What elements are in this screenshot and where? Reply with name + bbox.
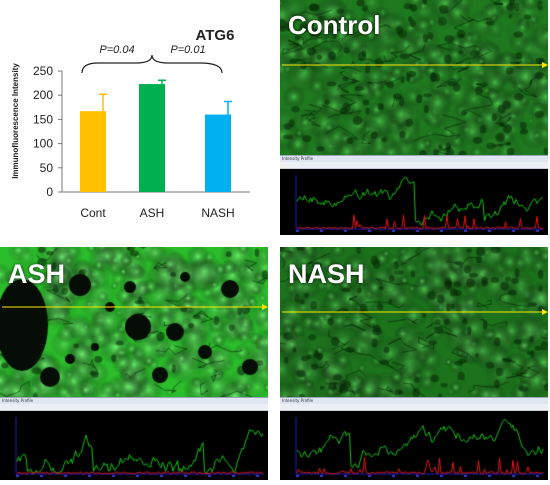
scan-line [282,62,548,68]
ash-profile-plot [0,411,268,480]
nash-micrograph [280,247,548,397]
profile-toolbar [0,404,268,411]
control-micrograph [280,0,548,155]
bar-cont [80,111,106,192]
y-tick-label: 200 [33,88,53,102]
bar-nash [205,114,231,192]
control-intensity-profile: Intensity Profile [280,155,548,235]
y-tick-label: 150 [33,112,53,126]
ash-label: ASH [8,259,66,289]
y-tick-label: 0 [46,185,53,199]
y-axis-label: Immunofluorescence Intensity [11,63,20,179]
nash-panel: NASH Intensity Profile [280,247,548,480]
x-tick-label: Cont [80,206,106,220]
p-value-cont-ash: P=0.04 [99,44,134,56]
control-profile-plot [280,169,548,235]
significance-bracket-left [81,54,223,74]
bar-ash [139,84,165,192]
p-value-ash-nash: P=0.01 [170,44,205,56]
profile-window-title: Intensity Profile [280,156,548,162]
atg6-bar-chart: ATG6 Immunofluorescence Intensity 0 50 100… [11,27,250,220]
y-tick-label: 50 [40,161,54,175]
profile-toolbar [280,404,548,411]
ash-intensity-profile: Intensity Profile [0,397,268,480]
scan-line [2,304,268,310]
nash-profile-plot [280,411,548,480]
y-tick-label: 250 [33,64,53,78]
x-tick-label: ASH [140,206,165,220]
ash-micrograph [0,247,268,397]
error-bar-ash [158,79,166,85]
scan-line [282,309,548,315]
ash-panel: ASH Intensity Profile [0,247,268,480]
x-tick-label: NASH [201,206,234,220]
control-panel: Control Intensity Profile [280,0,548,235]
error-bar-cont [99,93,107,112]
y-tick-label: 100 [33,137,53,151]
profile-window-title: Intensity Profile [280,398,548,404]
nash-intensity-profile: Intensity Profile [280,397,548,480]
chart-title: ATG6 [196,27,235,44]
error-bar-nash [224,100,232,115]
profile-window-title: Intensity Profile [0,398,268,404]
profile-toolbar [280,162,548,169]
control-label: Control [288,10,381,40]
nash-label: NASH [288,259,365,289]
